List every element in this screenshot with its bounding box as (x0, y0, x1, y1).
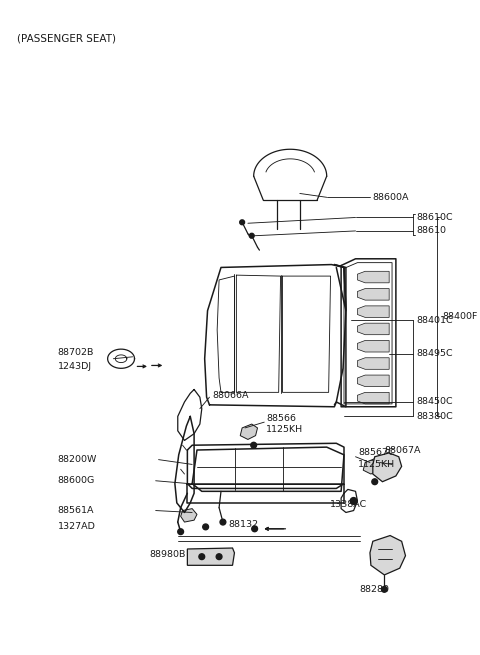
Text: 88702B: 88702B (58, 348, 94, 356)
Text: 88066A: 88066A (212, 391, 249, 400)
Text: 88566: 88566 (266, 414, 296, 423)
Polygon shape (358, 341, 389, 352)
Text: 1125KH: 1125KH (266, 425, 303, 434)
Text: 88067A: 88067A (384, 445, 421, 455)
Polygon shape (358, 392, 389, 404)
Text: 1327AD: 1327AD (58, 523, 96, 531)
Text: 88495C: 88495C (416, 349, 453, 358)
Polygon shape (358, 323, 389, 335)
Text: 88600A: 88600A (373, 193, 409, 202)
Circle shape (350, 498, 357, 504)
Circle shape (220, 519, 226, 525)
Text: 88567C: 88567C (359, 449, 395, 457)
Text: 88980B: 88980B (149, 550, 185, 559)
Text: 88280: 88280 (360, 585, 390, 594)
Polygon shape (358, 358, 389, 369)
Text: 88561A: 88561A (58, 506, 94, 515)
Polygon shape (370, 536, 406, 575)
Text: 88610: 88610 (416, 227, 446, 235)
Circle shape (199, 553, 204, 559)
Text: 1338AC: 1338AC (330, 500, 367, 510)
Polygon shape (358, 375, 389, 386)
Text: 88400F: 88400F (442, 312, 478, 321)
Polygon shape (363, 458, 381, 474)
Text: 88132: 88132 (228, 521, 259, 529)
Polygon shape (358, 271, 389, 283)
Text: 88401C: 88401C (416, 316, 453, 325)
Polygon shape (240, 424, 257, 440)
Circle shape (178, 529, 183, 534)
Circle shape (252, 526, 257, 532)
Text: 1125KH: 1125KH (359, 460, 396, 469)
Circle shape (249, 233, 254, 238)
Circle shape (216, 553, 222, 559)
Text: 88380C: 88380C (416, 412, 453, 421)
Circle shape (251, 442, 256, 448)
Circle shape (240, 220, 244, 225)
Polygon shape (180, 509, 197, 522)
Polygon shape (373, 453, 402, 481)
Circle shape (372, 479, 378, 485)
Polygon shape (187, 548, 234, 565)
Text: 88610C: 88610C (416, 213, 453, 222)
Polygon shape (358, 289, 389, 300)
Text: 1243DJ: 1243DJ (58, 362, 92, 371)
Circle shape (203, 524, 208, 530)
Text: 88200W: 88200W (58, 455, 97, 464)
Circle shape (382, 586, 387, 592)
Text: 88450C: 88450C (416, 398, 453, 407)
Text: (PASSENGER SEAT): (PASSENGER SEAT) (17, 34, 116, 44)
Text: 88600G: 88600G (58, 476, 95, 485)
Polygon shape (358, 306, 389, 318)
